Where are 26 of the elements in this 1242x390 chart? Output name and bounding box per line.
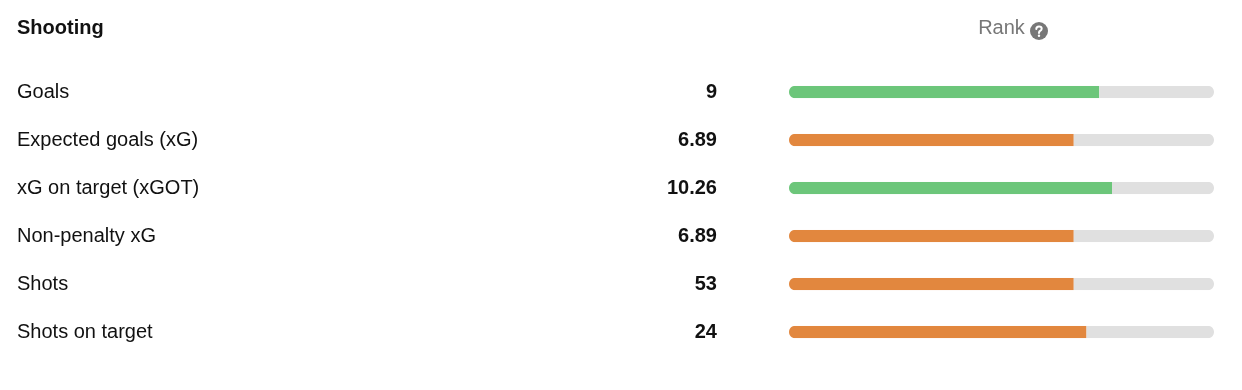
bar <box>789 85 1100 99</box>
y-tick-label: xG on target (xGOT) <box>17 176 200 198</box>
text: 24 <box>694 320 718 342</box>
bar <box>789 229 1074 243</box>
x-axis-title: Rank <box>978 16 1026 38</box>
bar <box>789 181 1112 195</box>
text: 10.26 <box>666 176 717 198</box>
y-tick-label: Shots on target <box>17 320 154 342</box>
text: 6.89 <box>678 128 717 150</box>
text: 9 <box>705 80 717 102</box>
bar <box>1112 181 1214 195</box>
bar <box>1086 325 1214 339</box>
bar <box>1099 85 1214 99</box>
bar <box>1073 133 1214 147</box>
y-tick-label: Non-penalty xG <box>17 224 156 246</box>
bar <box>1073 277 1214 291</box>
bar <box>1073 229 1214 243</box>
text: 6.89 <box>678 224 717 246</box>
y-tick-label: Shots <box>17 272 69 294</box>
bar <box>789 277 1074 291</box>
text: 53 <box>694 272 717 294</box>
y-tick-label: Goals <box>17 80 70 102</box>
y-tick-label: Expected goals (xG) <box>17 128 199 150</box>
bar <box>789 325 1087 339</box>
text: Shooting <box>17 16 104 38</box>
bar <box>789 133 1074 147</box>
